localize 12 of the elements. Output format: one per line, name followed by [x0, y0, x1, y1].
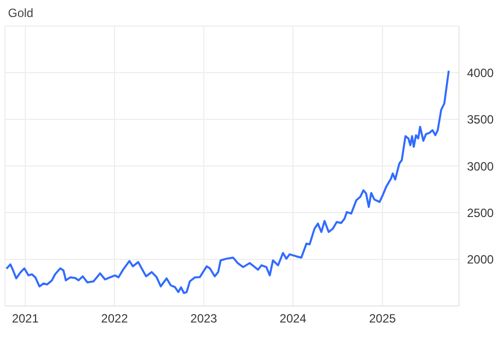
y-tick-label: 2000 — [467, 252, 494, 267]
y-tick-label: 2500 — [467, 206, 494, 220]
x-tick-label: 2024 — [280, 312, 307, 326]
line-series — [5, 70, 450, 294]
x-tick-label: 2025 — [369, 312, 396, 326]
x-tick-label: 2022 — [101, 312, 128, 326]
y-tick-label: 3000 — [467, 159, 494, 174]
x-tick-label: 2023 — [190, 312, 218, 326]
y-tick-label: 3500 — [467, 112, 494, 127]
chart-title: Gold — [8, 6, 34, 20]
x-tick-label: 2021 — [12, 312, 39, 326]
y-tick-label: 4000 — [467, 66, 494, 80]
